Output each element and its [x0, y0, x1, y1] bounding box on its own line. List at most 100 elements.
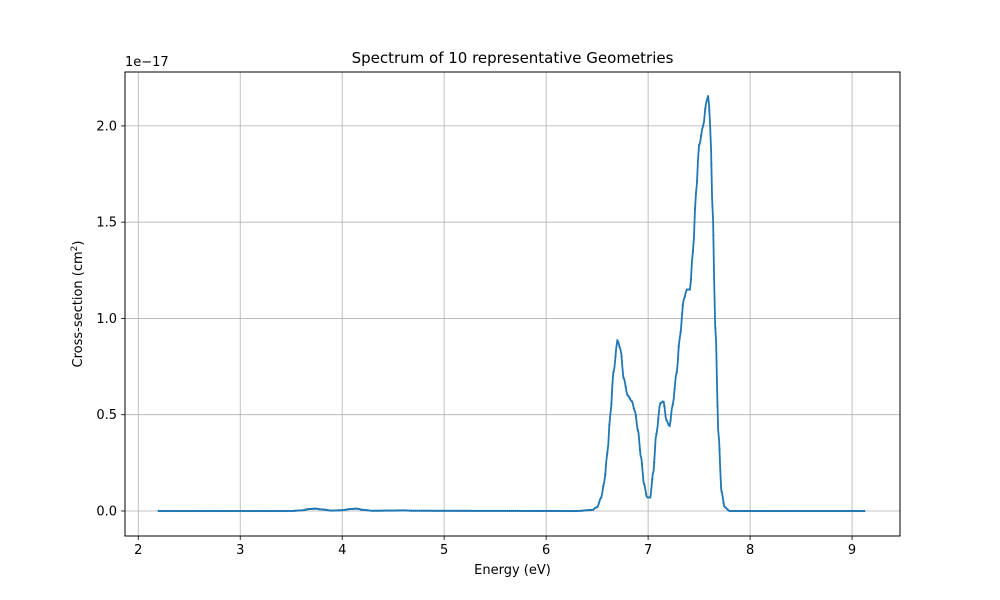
spectrum-point: [540, 509, 544, 513]
spectrum-point: [171, 509, 175, 513]
spectrum-point: [577, 509, 580, 513]
y-tick-label: 1.5: [96, 216, 117, 231]
spectrum-point: [861, 509, 864, 513]
spectrum-point: [520, 509, 523, 513]
spectrum-point: [184, 509, 187, 513]
spectrum-point: [673, 387, 676, 390]
spectrum-point: [644, 492, 648, 496]
spectrum-point: [312, 507, 315, 510]
spectrum-point: [836, 509, 839, 513]
spectrum-point: [716, 405, 719, 408]
spectrum-point: [447, 509, 450, 512]
spectrum-point: [628, 397, 631, 400]
spectrum-point: [757, 509, 760, 513]
spectrum-point: [302, 509, 305, 512]
spectrum-point: [424, 509, 427, 512]
spectrum-point: [565, 509, 568, 513]
spectrum-point: [194, 509, 197, 513]
spectrum-point: [738, 509, 742, 513]
spectrum-point: [324, 508, 327, 511]
spectrum-point: [720, 490, 723, 493]
spectrum-point: [663, 405, 666, 408]
x-tick-label: 3: [236, 543, 244, 558]
spectrum-point: [567, 509, 570, 513]
spectrum-point: [510, 509, 513, 512]
spectrum-point: [559, 509, 562, 513]
spectrum-point: [418, 509, 421, 512]
spectrum-point: [277, 509, 281, 513]
spectrum-point: [363, 508, 366, 512]
x-tick-label: 8: [746, 543, 754, 558]
spectrum-point: [549, 509, 552, 513]
spectrum-point: [163, 509, 166, 513]
spectrum-point: [332, 509, 336, 512]
spectrum-point: [400, 509, 403, 512]
spectrum-point: [826, 509, 829, 513]
spectrum-point: [530, 509, 533, 513]
spectrum-point: [795, 509, 799, 513]
spectrum-point: [620, 355, 623, 358]
spectrum-point: [483, 509, 487, 512]
spectrum-point: [347, 508, 350, 511]
spectrum-point: [842, 509, 846, 513]
spectrum-point: [604, 473, 607, 476]
spectrum-point: [316, 507, 319, 510]
spectrum-point: [337, 509, 340, 512]
spectrum-point: [783, 509, 786, 513]
spectrum-point: [855, 509, 858, 513]
spectrum-point: [555, 509, 558, 513]
spectrum-point: [441, 509, 444, 512]
spectrum-point: [751, 509, 754, 513]
spectrum-point: [416, 509, 419, 512]
spectrum-point: [651, 477, 654, 481]
spectrum-point: [557, 509, 560, 513]
spectrum-point: [159, 509, 162, 513]
spectrum-point: [408, 509, 411, 512]
spectrum-point: [655, 432, 658, 436]
spectrum-point: [430, 509, 434, 512]
spectrum-point: [514, 509, 517, 513]
spectrum-point: [667, 423, 670, 426]
spectrum-point: [481, 509, 485, 512]
spectrum-point: [848, 509, 852, 513]
spectrum-point: [649, 496, 652, 499]
spectrum-point: [642, 482, 646, 486]
spectrum-point: [165, 509, 168, 513]
spectrum-point: [626, 394, 629, 397]
spectrum-point: [545, 509, 548, 513]
spectrum-point: [343, 508, 346, 512]
spectrum-point: [647, 496, 650, 499]
spectrum-point: [589, 508, 593, 512]
spectrum-point: [528, 509, 531, 513]
spectrum-point: [808, 509, 811, 513]
spectrum-point: [516, 509, 519, 513]
spectrum-point: [579, 509, 582, 512]
spectrum-point: [192, 509, 195, 513]
spectrum-point: [575, 509, 578, 513]
spectrum-point: [196, 509, 199, 513]
spectrum-point: [390, 509, 393, 512]
spectrum-point: [779, 509, 782, 513]
spectrum-point: [247, 509, 250, 513]
spectrum-point: [518, 509, 521, 513]
spectrum-point: [704, 107, 707, 110]
spectrum-point: [693, 207, 697, 210]
spectrum-point: [235, 509, 238, 513]
spectrum-point: [369, 509, 372, 512]
spectrum-point: [500, 509, 503, 512]
spectrum-point: [534, 509, 538, 513]
spectrum-point: [820, 509, 823, 513]
spectrum-point: [396, 509, 399, 512]
spectrum-point: [161, 509, 164, 513]
spectrum-point: [485, 509, 489, 512]
spectrum-point: [755, 509, 758, 513]
spectrum-point: [585, 509, 589, 512]
spectrum-point: [863, 509, 866, 513]
spectrum-point: [834, 509, 837, 513]
spectrum-point: [771, 509, 774, 513]
spectrum-point: [308, 507, 311, 511]
spectrum-point: [512, 509, 515, 513]
spectrum-point: [383, 509, 387, 512]
spectrum-point: [443, 509, 446, 512]
spectrum-point: [714, 326, 717, 330]
